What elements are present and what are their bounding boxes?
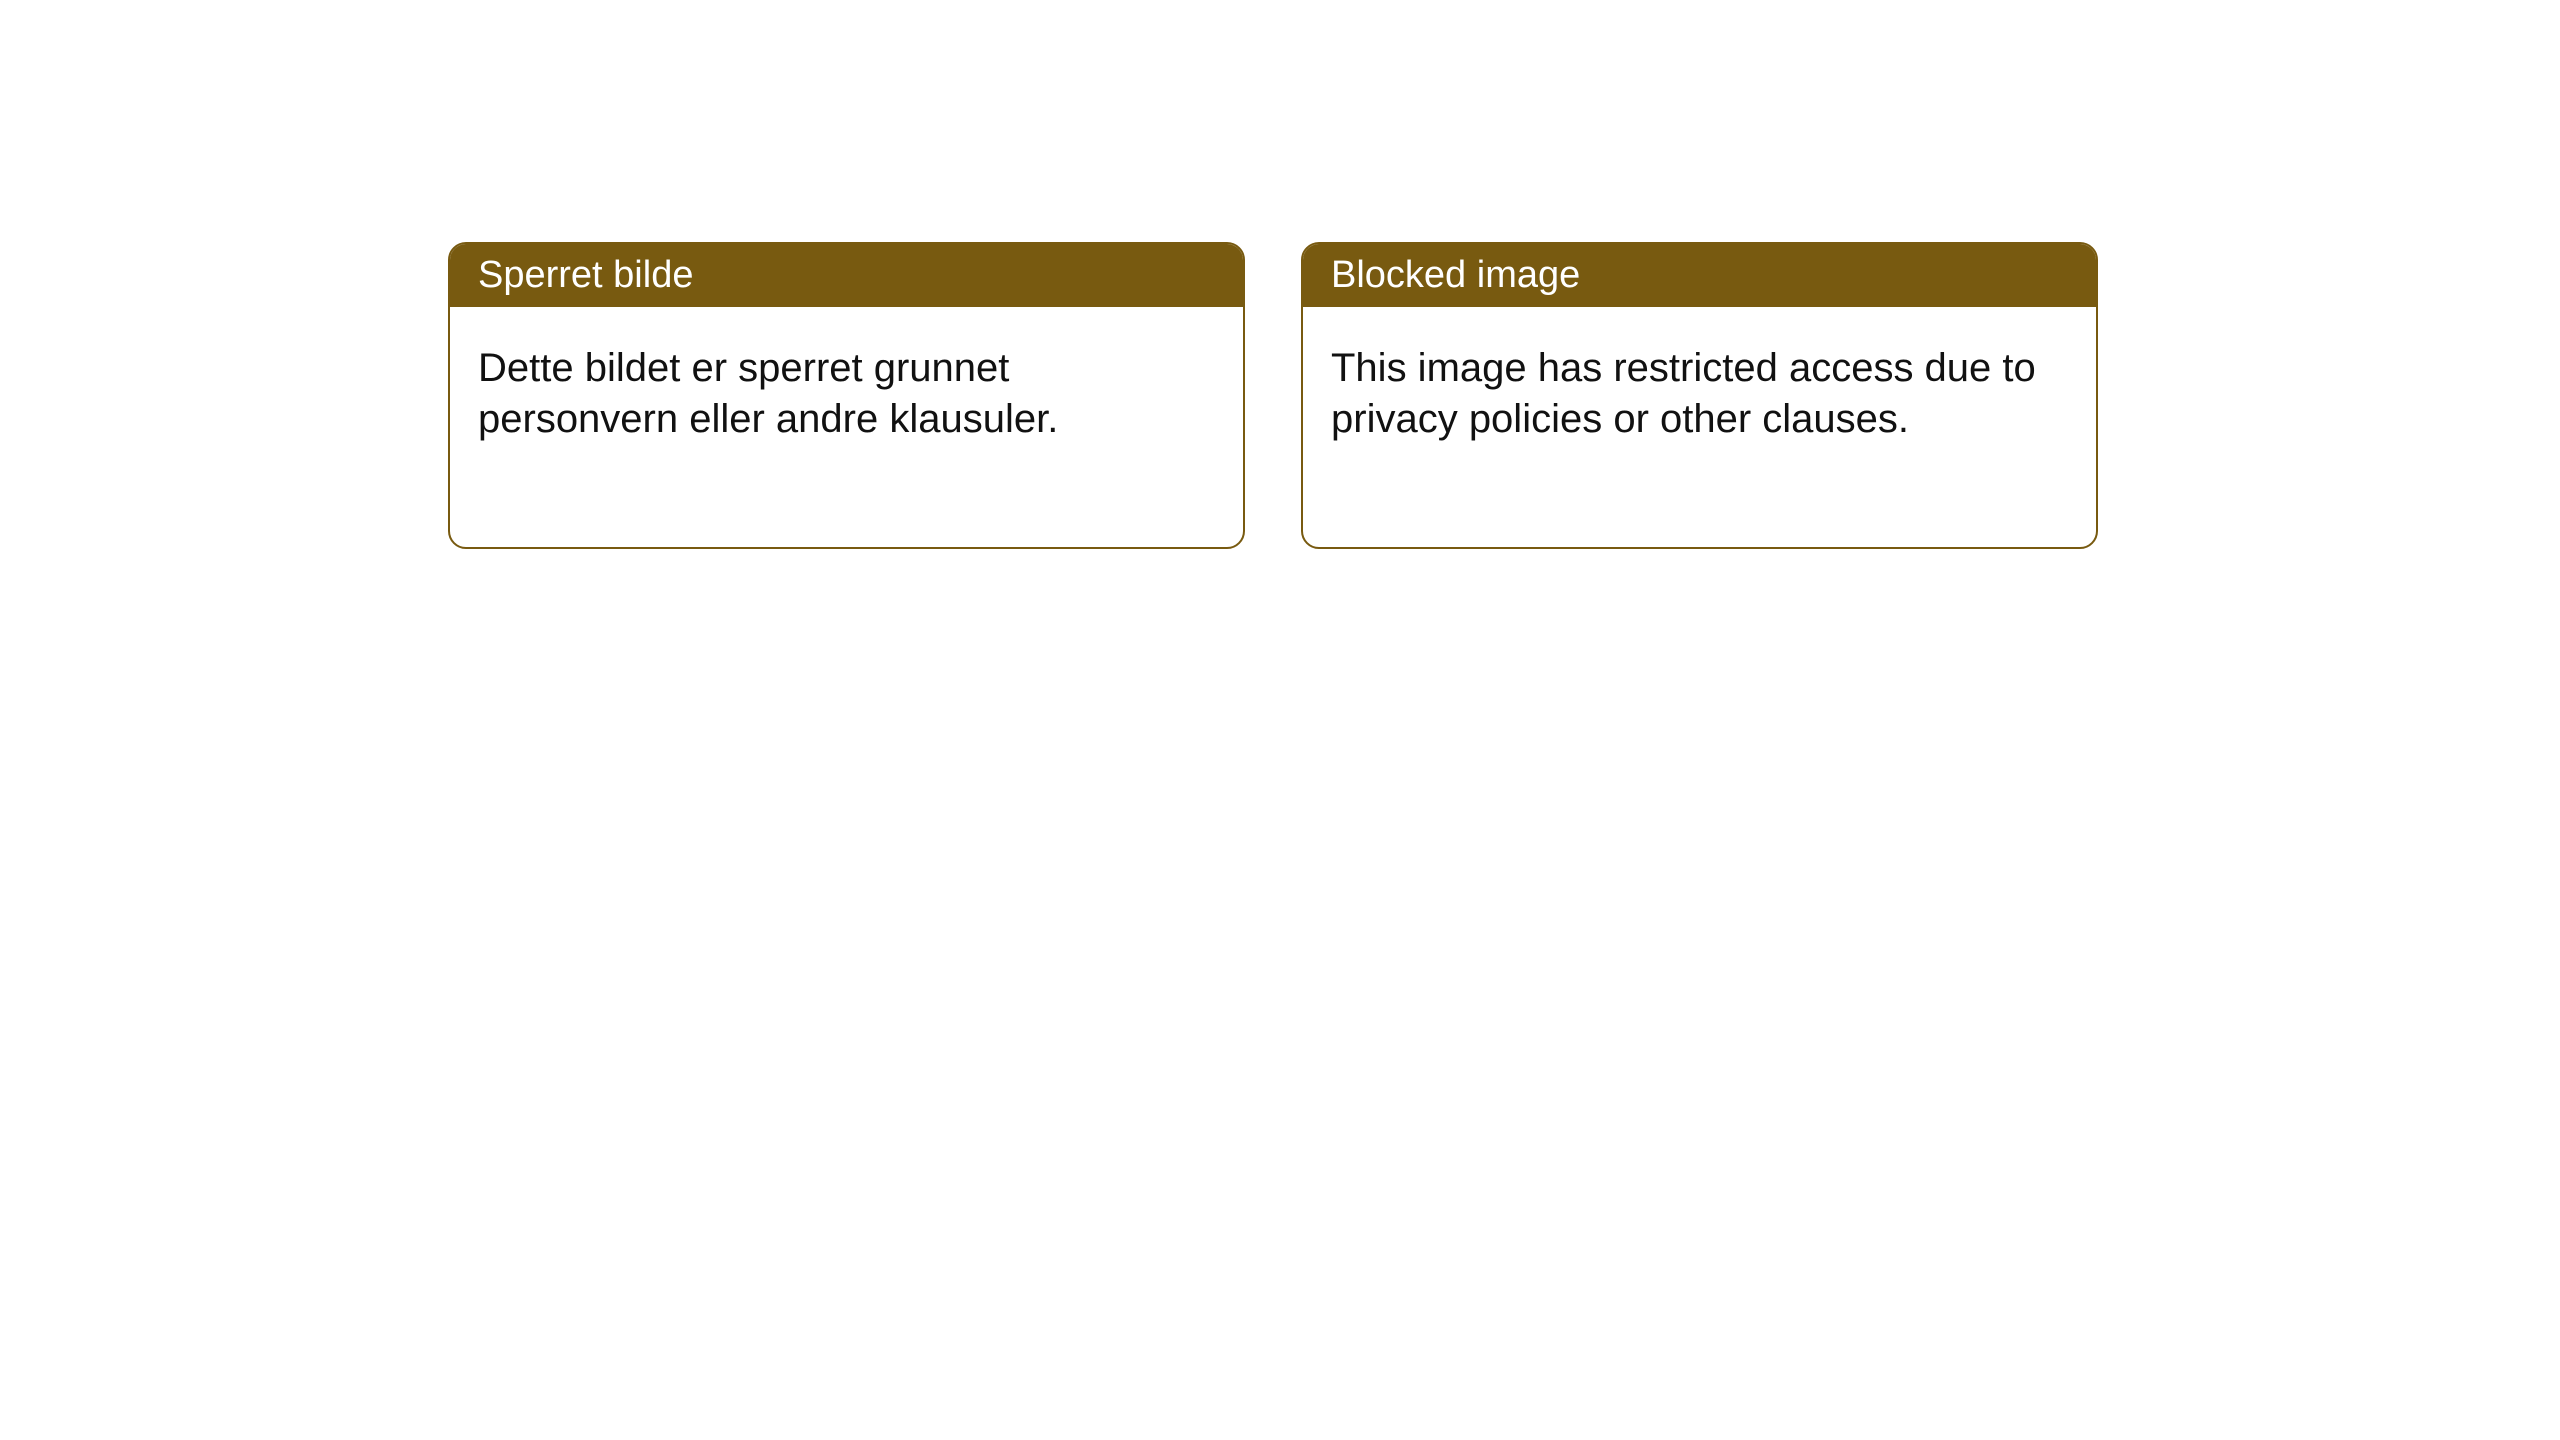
card-body-text: Dette bildet er sperret grunnet personve…	[478, 346, 1058, 441]
notice-card-norwegian: Sperret bilde Dette bildet er sperret gr…	[448, 242, 1245, 549]
card-body: Dette bildet er sperret grunnet personve…	[450, 307, 1243, 547]
card-header: Blocked image	[1303, 244, 2096, 307]
card-body-text: This image has restricted access due to …	[1331, 346, 2036, 441]
card-title: Sperret bilde	[478, 254, 693, 296]
notice-card-english: Blocked image This image has restricted …	[1301, 242, 2098, 549]
card-title: Blocked image	[1331, 254, 1580, 296]
notice-cards-container: Sperret bilde Dette bildet er sperret gr…	[448, 242, 2098, 549]
card-body: This image has restricted access due to …	[1303, 307, 2096, 547]
card-header: Sperret bilde	[450, 244, 1243, 307]
